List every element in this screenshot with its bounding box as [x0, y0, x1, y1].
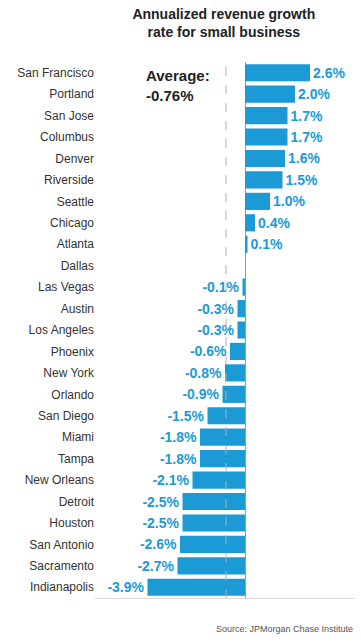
svg-text:San Diego: San Diego: [38, 409, 94, 423]
svg-text:-0.1%: -0.1%: [202, 279, 239, 295]
svg-text:San Jose: San Jose: [44, 109, 94, 123]
svg-text:1.7%: 1.7%: [291, 108, 323, 124]
svg-text:1.5%: 1.5%: [286, 172, 318, 188]
svg-text:Source: JPMorgan Chase Institu: Source: JPMorgan Chase Institute: [216, 624, 353, 634]
svg-text:San Antonio: San Antonio: [29, 538, 94, 552]
svg-text:2.6%: 2.6%: [313, 65, 345, 81]
svg-text:Riverside: Riverside: [44, 173, 94, 187]
svg-text:Tampa: Tampa: [58, 452, 94, 466]
svg-text:1.0%: 1.0%: [273, 193, 305, 209]
svg-text:Dallas: Dallas: [61, 259, 94, 273]
svg-text:Austin: Austin: [61, 302, 94, 316]
svg-text:0.1%: 0.1%: [251, 236, 283, 252]
svg-text:2.0%: 2.0%: [298, 86, 330, 102]
svg-text:-1.8%: -1.8%: [160, 451, 197, 467]
svg-text:-2.5%: -2.5%: [142, 515, 179, 531]
svg-text:Detroit: Detroit: [59, 495, 95, 509]
svg-text:Los Angeles: Los Angeles: [29, 323, 94, 337]
svg-text:1.6%: 1.6%: [288, 150, 320, 166]
svg-text:Annualized revenue growthrate: Annualized revenue growthrate for small …: [132, 6, 315, 40]
svg-text:-0.8%: -0.8%: [185, 365, 222, 381]
svg-text:Seattle: Seattle: [57, 195, 95, 209]
svg-text:Sacramento: Sacramento: [29, 559, 94, 573]
svg-text:Houston: Houston: [49, 516, 94, 530]
svg-text:Chicago: Chicago: [50, 216, 94, 230]
svg-text:-3.9%: -3.9%: [107, 579, 144, 595]
svg-text:-2.5%: -2.5%: [142, 494, 179, 510]
svg-text:1.7%: 1.7%: [291, 129, 323, 145]
svg-text:-2.6%: -2.6%: [140, 536, 177, 552]
svg-text:Denver: Denver: [55, 152, 94, 166]
svg-text:-0.3%: -0.3%: [197, 322, 234, 338]
svg-text:Phoenix: Phoenix: [51, 345, 94, 359]
svg-text:-2.1%: -2.1%: [152, 472, 189, 488]
svg-text:-1.8%: -1.8%: [160, 429, 197, 445]
svg-text:-1.5%: -1.5%: [167, 408, 204, 424]
svg-text:San Francisco: San Francisco: [17, 66, 94, 80]
svg-text:-0.9%: -0.9%: [182, 386, 219, 402]
svg-text:-2.7%: -2.7%: [137, 558, 174, 574]
svg-text:New York: New York: [43, 366, 95, 380]
svg-text:Miami: Miami: [62, 430, 94, 444]
svg-text:Portland: Portland: [49, 87, 94, 101]
svg-text:Columbus: Columbus: [40, 130, 94, 144]
svg-text:Atlanta: Atlanta: [57, 237, 95, 251]
svg-text:-0.6%: -0.6%: [190, 343, 227, 359]
svg-text:Average:-0.76%: Average:-0.76%: [146, 67, 210, 104]
svg-text:New Orleans: New Orleans: [25, 473, 94, 487]
svg-text:Orlando: Orlando: [51, 388, 94, 402]
svg-text:-0.3%: -0.3%: [197, 301, 234, 317]
svg-text:Indianapolis: Indianapolis: [30, 580, 94, 594]
svg-text:Las Vegas: Las Vegas: [38, 280, 94, 294]
svg-text:0.4%: 0.4%: [258, 215, 290, 231]
